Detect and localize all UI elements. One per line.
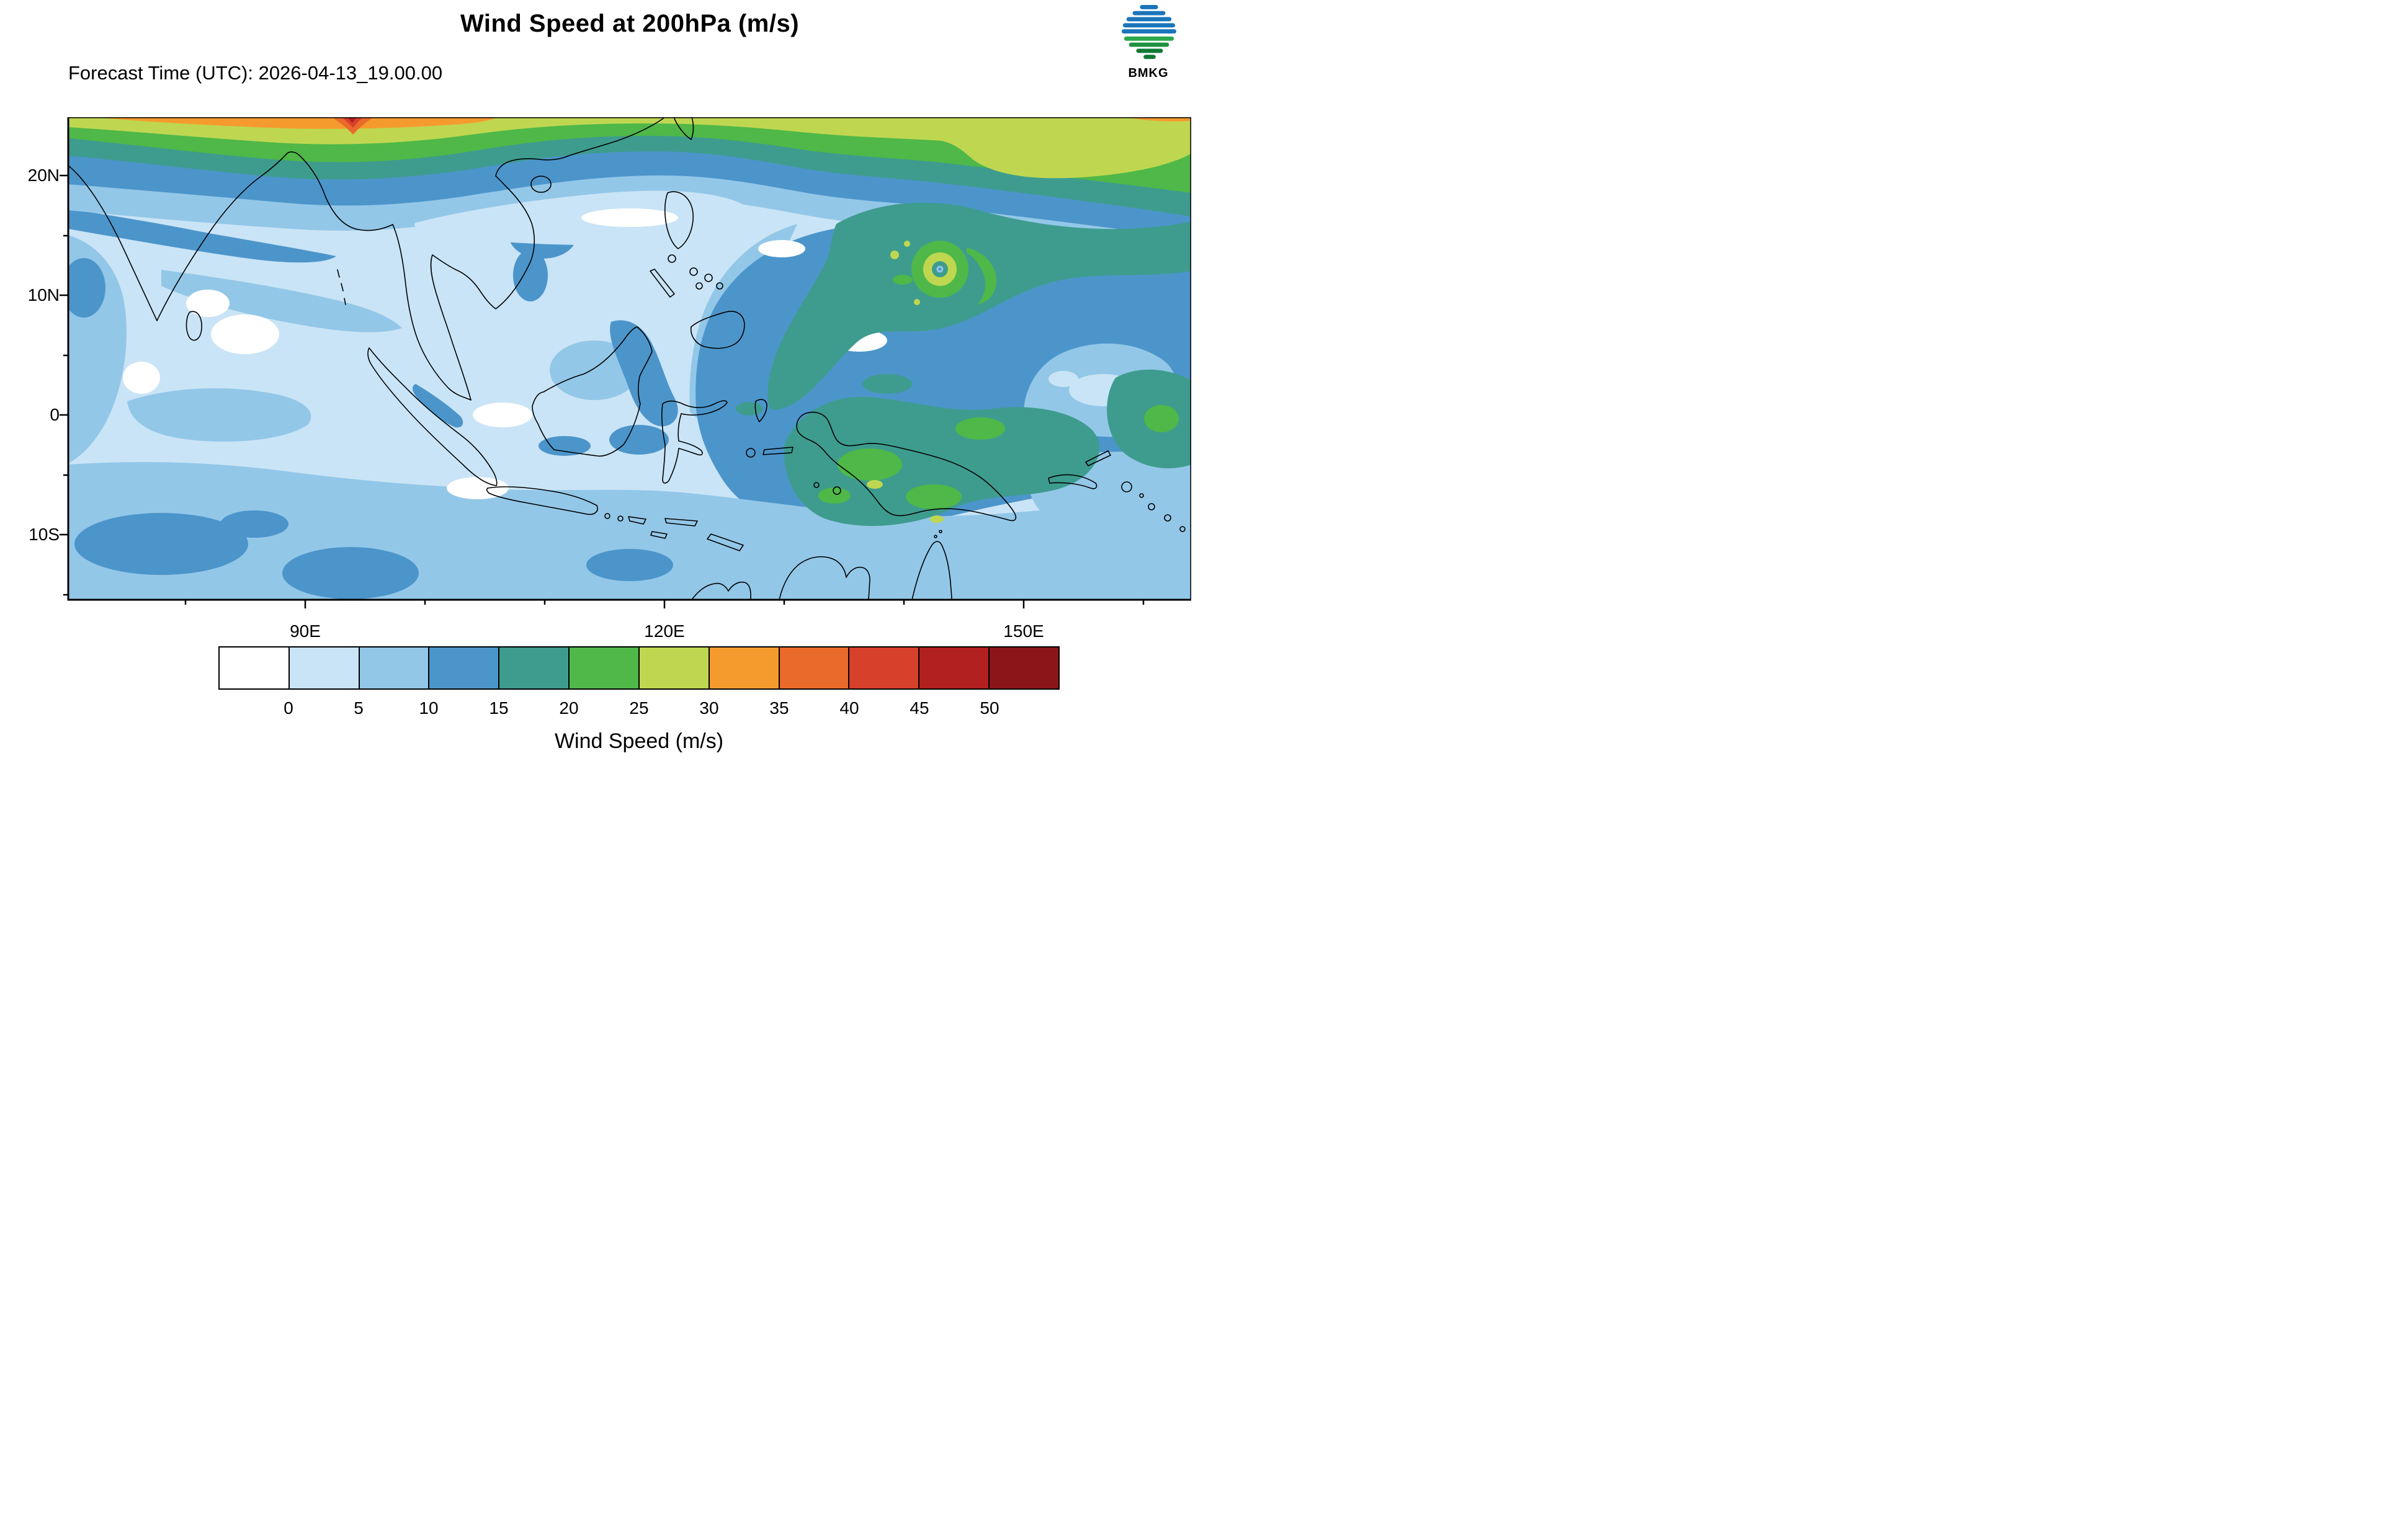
- bmkg-logo-text: BMKG: [1128, 66, 1169, 80]
- x-axis-tick-label: 120E: [644, 621, 685, 641]
- y-axis-tick-label: 10S: [29, 525, 60, 544]
- bmkg-logo-icon: [1121, 4, 1177, 60]
- colorbar-tick-label: 40: [839, 698, 859, 718]
- colorbar-tick-label: 0: [284, 698, 293, 718]
- colorbar: [218, 646, 1060, 690]
- colorbar-tick-label: 50: [980, 698, 999, 718]
- colorbar-segment: [429, 648, 500, 688]
- x-axis-tick-label: 150E: [1003, 621, 1044, 641]
- colorbar-segment: [709, 648, 780, 688]
- page-title: Wind Speed at 200hPa (m/s): [460, 10, 800, 37]
- colorbar-tick-label: 20: [559, 698, 579, 718]
- wind-field-blobs: [68, 117, 1191, 600]
- colorbar-segment: [570, 648, 640, 688]
- cyclone-feature: [767, 202, 1191, 410]
- eastern-wind-maxima: [736, 369, 1191, 527]
- colorbar-tick-label: 35: [769, 698, 789, 718]
- forecast-time-label: Forecast Time (UTC): 2026-04-13_19.00.00: [68, 62, 443, 84]
- axis-ticks: [60, 174, 1145, 608]
- colorbar-segment: [499, 648, 570, 688]
- map-plot: [60, 117, 1191, 608]
- y-axis-tick-label: 0: [50, 405, 60, 424]
- colorbar-tick-label: 30: [699, 698, 719, 718]
- colorbar-segment: [779, 648, 850, 688]
- colorbar-tick-label: 10: [419, 698, 439, 718]
- colorbar-segment: [990, 648, 1058, 688]
- weather-chart-page: Wind Speed at 200hPa (m/s) Forecast Time…: [0, 0, 1191, 770]
- colorbar-tick-label: 25: [629, 698, 649, 718]
- colorbar-tick-label: 45: [910, 698, 929, 718]
- map-frame: [67, 117, 1191, 601]
- y-axis-tick-label: 20N: [27, 166, 60, 185]
- colorbar-title: Wind Speed (m/s): [554, 729, 724, 753]
- colorbar-segment: [220, 648, 290, 688]
- colorbar-segment: [359, 648, 430, 688]
- y-axis-tick-label: 10N: [27, 285, 60, 305]
- colorbar-segment: [919, 648, 990, 688]
- colorbar-segment: [639, 648, 710, 688]
- colorbar-ticks: 0 5 10 15 20 25 30 35 40 45 50: [218, 698, 1060, 721]
- colorbar-tick-label: 15: [489, 698, 509, 718]
- x-axis-tick-label: 90E: [290, 621, 321, 641]
- coastlines: [68, 117, 1186, 600]
- colorbar-tick-label: 5: [354, 698, 364, 718]
- bmkg-logo: BMKG: [1114, 4, 1183, 81]
- logo-cloud-stripes: [1121, 4, 1177, 60]
- colorbar-segment: [849, 648, 920, 688]
- colorbar-segment: [289, 648, 360, 688]
